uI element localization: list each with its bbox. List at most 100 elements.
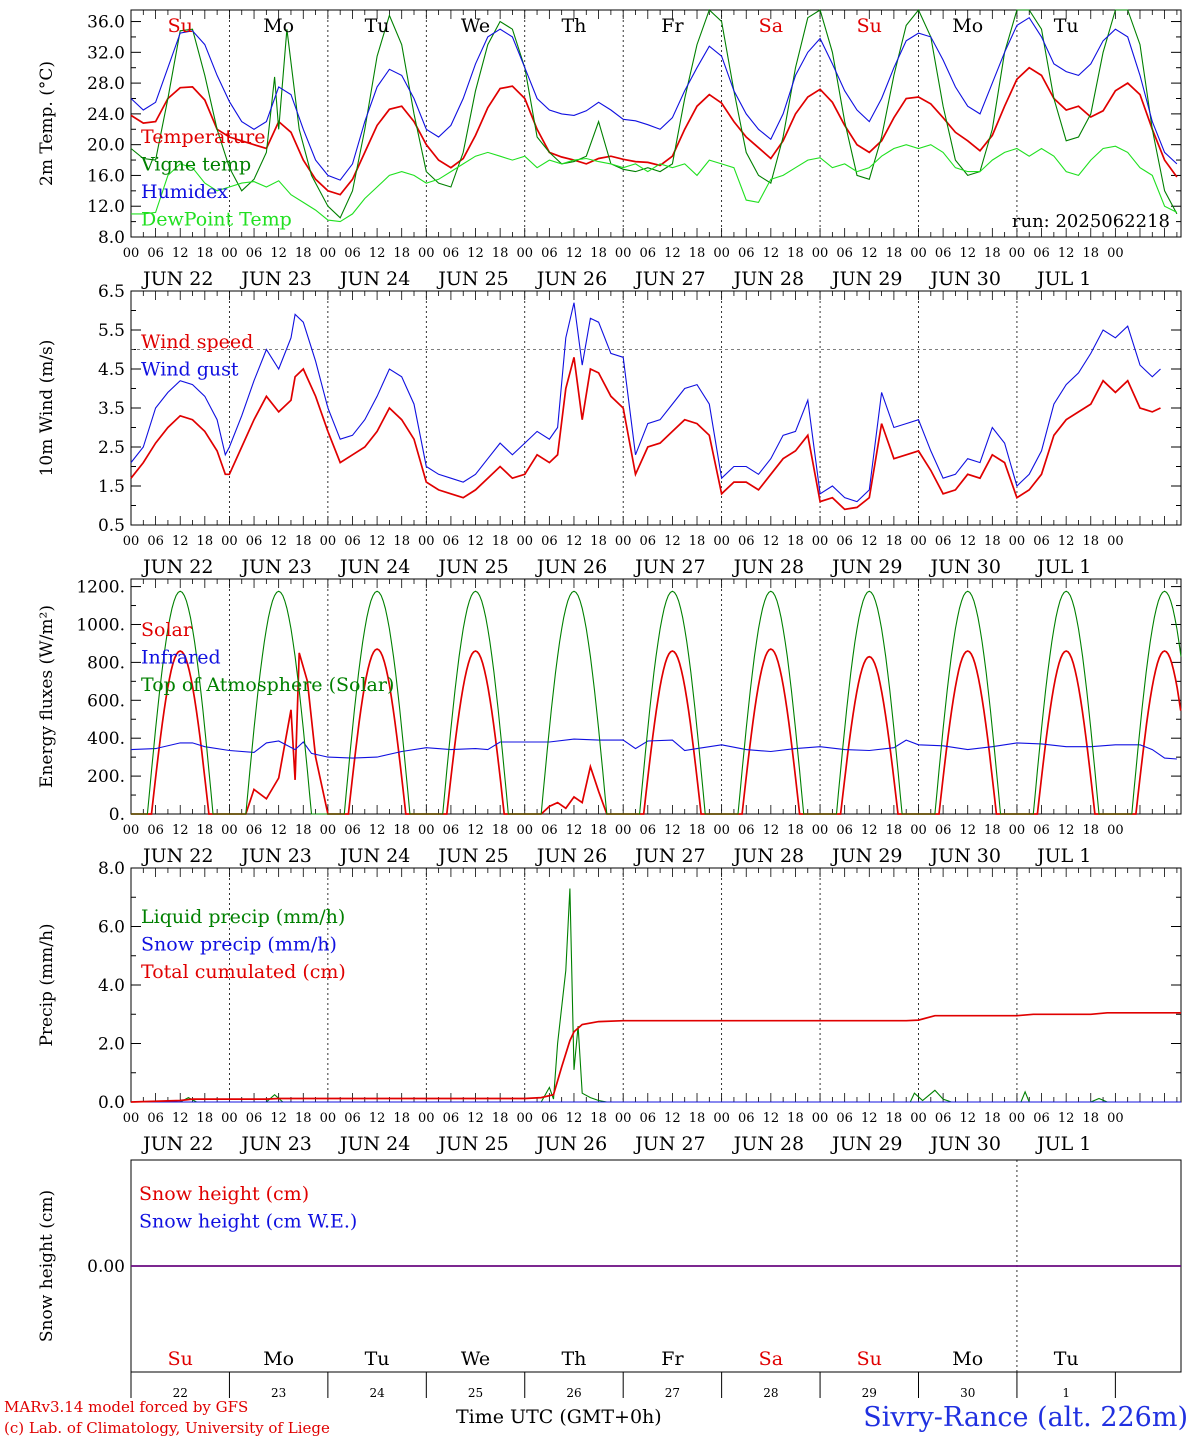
legend-entry: Wind gust bbox=[141, 359, 239, 381]
date-label: JUN 26 bbox=[535, 556, 607, 578]
y-tick-label: 5.5 bbox=[98, 321, 125, 341]
model-credit: MARv3.14 model forced by GFS bbox=[4, 1398, 249, 1416]
hour-tick-label: 00 bbox=[1009, 534, 1026, 549]
hour-tick-label: 12 bbox=[861, 246, 878, 261]
hour-tick-label: 06 bbox=[443, 1111, 460, 1126]
hour-tick-label: 00 bbox=[713, 823, 730, 838]
hour-tick-label: 12 bbox=[369, 823, 386, 838]
hour-tick-label: 00 bbox=[713, 246, 730, 261]
series-line-vigne-temp bbox=[130, 8, 1178, 219]
hour-tick-label: 12 bbox=[172, 246, 189, 261]
y-tick-label: 24.0 bbox=[87, 105, 125, 125]
y-axis-label: 2m Temp. (°C) bbox=[37, 61, 57, 186]
hour-tick-label: 12 bbox=[172, 823, 189, 838]
y-tick-label: 32.0 bbox=[87, 43, 125, 63]
hour-tick-label: 06 bbox=[246, 534, 263, 549]
day-name-label: Su bbox=[168, 15, 193, 37]
hour-tick-label: 00 bbox=[221, 246, 238, 261]
date-label: JUN 25 bbox=[436, 556, 508, 578]
y-tick-label: 0. bbox=[109, 805, 125, 825]
hour-tick-label: 18 bbox=[197, 1111, 214, 1126]
hour-tick-label: 18 bbox=[787, 534, 804, 549]
panel-2: 0.5 1.5 2.5 3.5 4.5 5.5 6.5 10m Wind (m/s) Wind … bbox=[37, 282, 1182, 578]
date-label: JUN 30 bbox=[928, 1133, 1000, 1155]
hour-tick-label: 12 bbox=[664, 1111, 681, 1126]
hour-tick-label: 00 bbox=[123, 823, 140, 838]
hour-tick-label: 00 bbox=[812, 534, 829, 549]
hour-tick-label: 12 bbox=[566, 534, 583, 549]
day-number-label: 22 bbox=[173, 1386, 188, 1400]
hour-tick-label: 18 bbox=[295, 246, 312, 261]
legend-entry: Top of Atmosphere (Solar) bbox=[141, 674, 394, 696]
hour-tick-label: 06 bbox=[640, 823, 657, 838]
day-name-label: Tu bbox=[1054, 15, 1079, 37]
date-label: JUN 25 bbox=[436, 845, 508, 867]
hour-tick-label: 18 bbox=[590, 1111, 607, 1126]
panel-5: 0.00 Snow height (cm) Snow height (cm) Snow… bbox=[37, 1159, 1182, 1400]
hour-tick-label: 06 bbox=[541, 823, 558, 838]
series-line-dewpoint-temp bbox=[131, 144, 1178, 223]
hour-tick-label: 00 bbox=[320, 246, 337, 261]
series-line-infrared bbox=[130, 738, 1177, 760]
hour-tick-label: 18 bbox=[393, 1111, 410, 1126]
y-axis-label: Snow height (cm) bbox=[37, 1190, 57, 1342]
hour-tick-label: 06 bbox=[1033, 534, 1050, 549]
date-label: JUN 22 bbox=[141, 268, 213, 290]
hour-tick-label: 12 bbox=[270, 1111, 287, 1126]
hour-tick-label: 06 bbox=[935, 534, 952, 549]
hour-tick-label: 12 bbox=[664, 246, 681, 261]
hour-tick-label: 00 bbox=[812, 246, 829, 261]
hour-tick-label: 06 bbox=[443, 246, 460, 261]
hour-tick-label: 06 bbox=[935, 246, 952, 261]
date-label: JUN 27 bbox=[633, 845, 705, 867]
hour-tick-label: 06 bbox=[443, 534, 460, 549]
hour-tick-label: 06 bbox=[738, 246, 755, 261]
hour-tick-label: 12 bbox=[467, 534, 484, 549]
hour-tick-label: 06 bbox=[836, 1111, 853, 1126]
hour-tick-label: 12 bbox=[959, 1111, 976, 1126]
hour-tick-label: 00 bbox=[516, 1111, 533, 1126]
y-axis-label: Precip (mm/h) bbox=[37, 923, 57, 1046]
y-tick-label: 1.5 bbox=[98, 477, 125, 497]
hour-tick-label: 12 bbox=[959, 534, 976, 549]
day-name-label: Sa bbox=[759, 15, 783, 37]
date-label: JUL 1 bbox=[1035, 268, 1091, 290]
y-tick-label: 16.0 bbox=[87, 166, 125, 186]
date-label: JUL 1 bbox=[1035, 1133, 1091, 1155]
hour-tick-label: 18 bbox=[492, 246, 509, 261]
date-label: JUN 29 bbox=[830, 268, 902, 290]
hour-tick-label: 18 bbox=[984, 1111, 1001, 1126]
date-label: JUN 24 bbox=[338, 268, 410, 290]
series-line-humidex bbox=[130, 16, 1178, 181]
day-number-label: 26 bbox=[566, 1386, 581, 1400]
hour-tick-label: 18 bbox=[886, 1111, 903, 1126]
hour-tick-label: 12 bbox=[664, 534, 681, 549]
station-label: Sivry-Rance (alt. 226m) bbox=[863, 1402, 1188, 1433]
hour-tick-label: 00 bbox=[1009, 1111, 1026, 1126]
hour-tick-label: 18 bbox=[1082, 823, 1099, 838]
y-tick-label: 4.5 bbox=[98, 360, 125, 380]
legend-entry: DewPoint Temp bbox=[141, 209, 292, 231]
hour-tick-label: 12 bbox=[861, 823, 878, 838]
hour-tick-label: 00 bbox=[1107, 246, 1124, 261]
hour-tick-label: 12 bbox=[763, 246, 780, 261]
plot-frame bbox=[130, 290, 1182, 526]
hour-tick-label: 06 bbox=[246, 246, 263, 261]
hour-tick-label: 18 bbox=[984, 534, 1001, 549]
date-label: JUN 26 bbox=[535, 1133, 607, 1155]
y-tick-label: 2.5 bbox=[98, 438, 125, 458]
y-tick-label: 0.5 bbox=[98, 516, 125, 536]
hour-tick-label: 00 bbox=[221, 823, 238, 838]
hour-tick-label: 06 bbox=[344, 823, 361, 838]
hour-tick-label: 12 bbox=[763, 1111, 780, 1126]
day-number-label: 29 bbox=[862, 1386, 877, 1400]
hour-tick-label: 12 bbox=[369, 1111, 386, 1126]
hour-tick-label: 06 bbox=[836, 823, 853, 838]
hour-tick-label: 18 bbox=[393, 823, 410, 838]
day-name-label: Tu bbox=[365, 1348, 390, 1370]
hour-tick-label: 12 bbox=[172, 1111, 189, 1126]
legend-entry: Snow height (cm) bbox=[139, 1183, 309, 1205]
hour-tick-label: 06 bbox=[935, 823, 952, 838]
legend-entry: Humidex bbox=[141, 181, 228, 203]
hour-tick-label: 06 bbox=[836, 246, 853, 261]
